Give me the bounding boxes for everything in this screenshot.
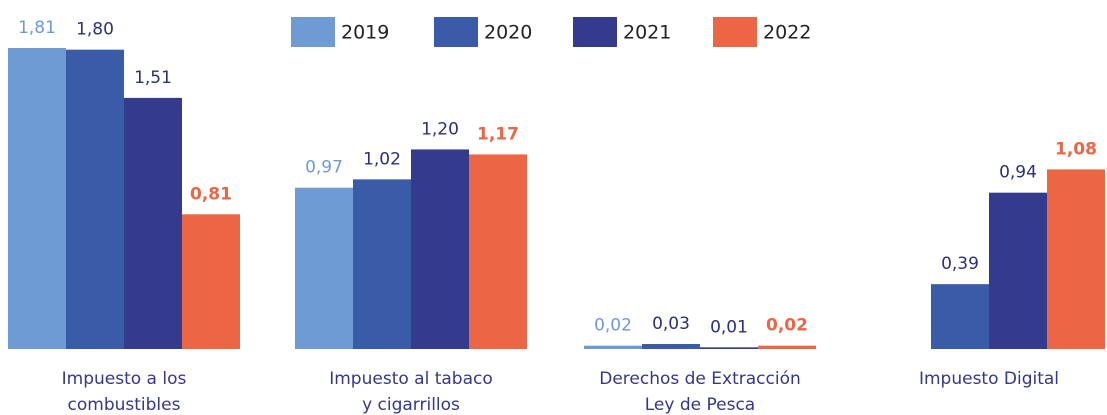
bar: [469, 154, 527, 349]
value-label: 1,80: [76, 20, 114, 40]
bar: [1047, 169, 1105, 349]
legend-swatch: [713, 17, 757, 47]
value-label: 1,02: [363, 149, 401, 169]
category-label: Impuesto al tabaco: [329, 369, 493, 389]
bar: [584, 345, 642, 349]
legend-swatch: [434, 17, 478, 47]
value-label: 0,97: [305, 158, 343, 178]
bar: [182, 214, 240, 349]
value-label: 1,17: [477, 124, 519, 144]
value-label: 0,02: [594, 316, 632, 336]
value-label: 1,20: [421, 119, 459, 139]
category-label: y cigarrillos: [362, 395, 460, 415]
legend-label: 2022: [763, 22, 811, 44]
bar: [8, 48, 66, 349]
bar: [66, 49, 124, 349]
bar: [411, 149, 469, 349]
legend-swatch: [291, 17, 335, 47]
value-label: 0,02: [766, 316, 808, 336]
bar: [758, 345, 816, 349]
category-label: Impuesto Digital: [919, 369, 1059, 389]
value-label: 0,03: [652, 314, 690, 334]
bar: [124, 97, 182, 350]
bar: [353, 179, 411, 349]
bar: [931, 284, 989, 349]
legend-label: 2019: [341, 22, 389, 44]
bar: [700, 347, 758, 349]
bar: [295, 187, 353, 349]
category-label: combustibles: [68, 395, 181, 415]
bar: [642, 344, 700, 349]
value-label: 1,08: [1055, 139, 1097, 159]
legend-label: 2021: [623, 22, 671, 44]
legend-swatch: [573, 17, 617, 47]
legend-label: 2020: [484, 22, 532, 44]
value-label: 0,01: [710, 317, 748, 337]
value-label: 0,81: [190, 184, 232, 204]
category-label: Derechos de Extracción: [599, 369, 801, 389]
category-label: Impuesto a los: [62, 369, 187, 389]
category-label: Ley de Pesca: [645, 395, 755, 415]
value-label: 1,81: [18, 18, 56, 38]
value-label: 0,94: [999, 163, 1037, 183]
value-label: 1,51: [134, 68, 172, 88]
bar: [989, 192, 1047, 349]
value-label: 0,39: [941, 254, 979, 274]
